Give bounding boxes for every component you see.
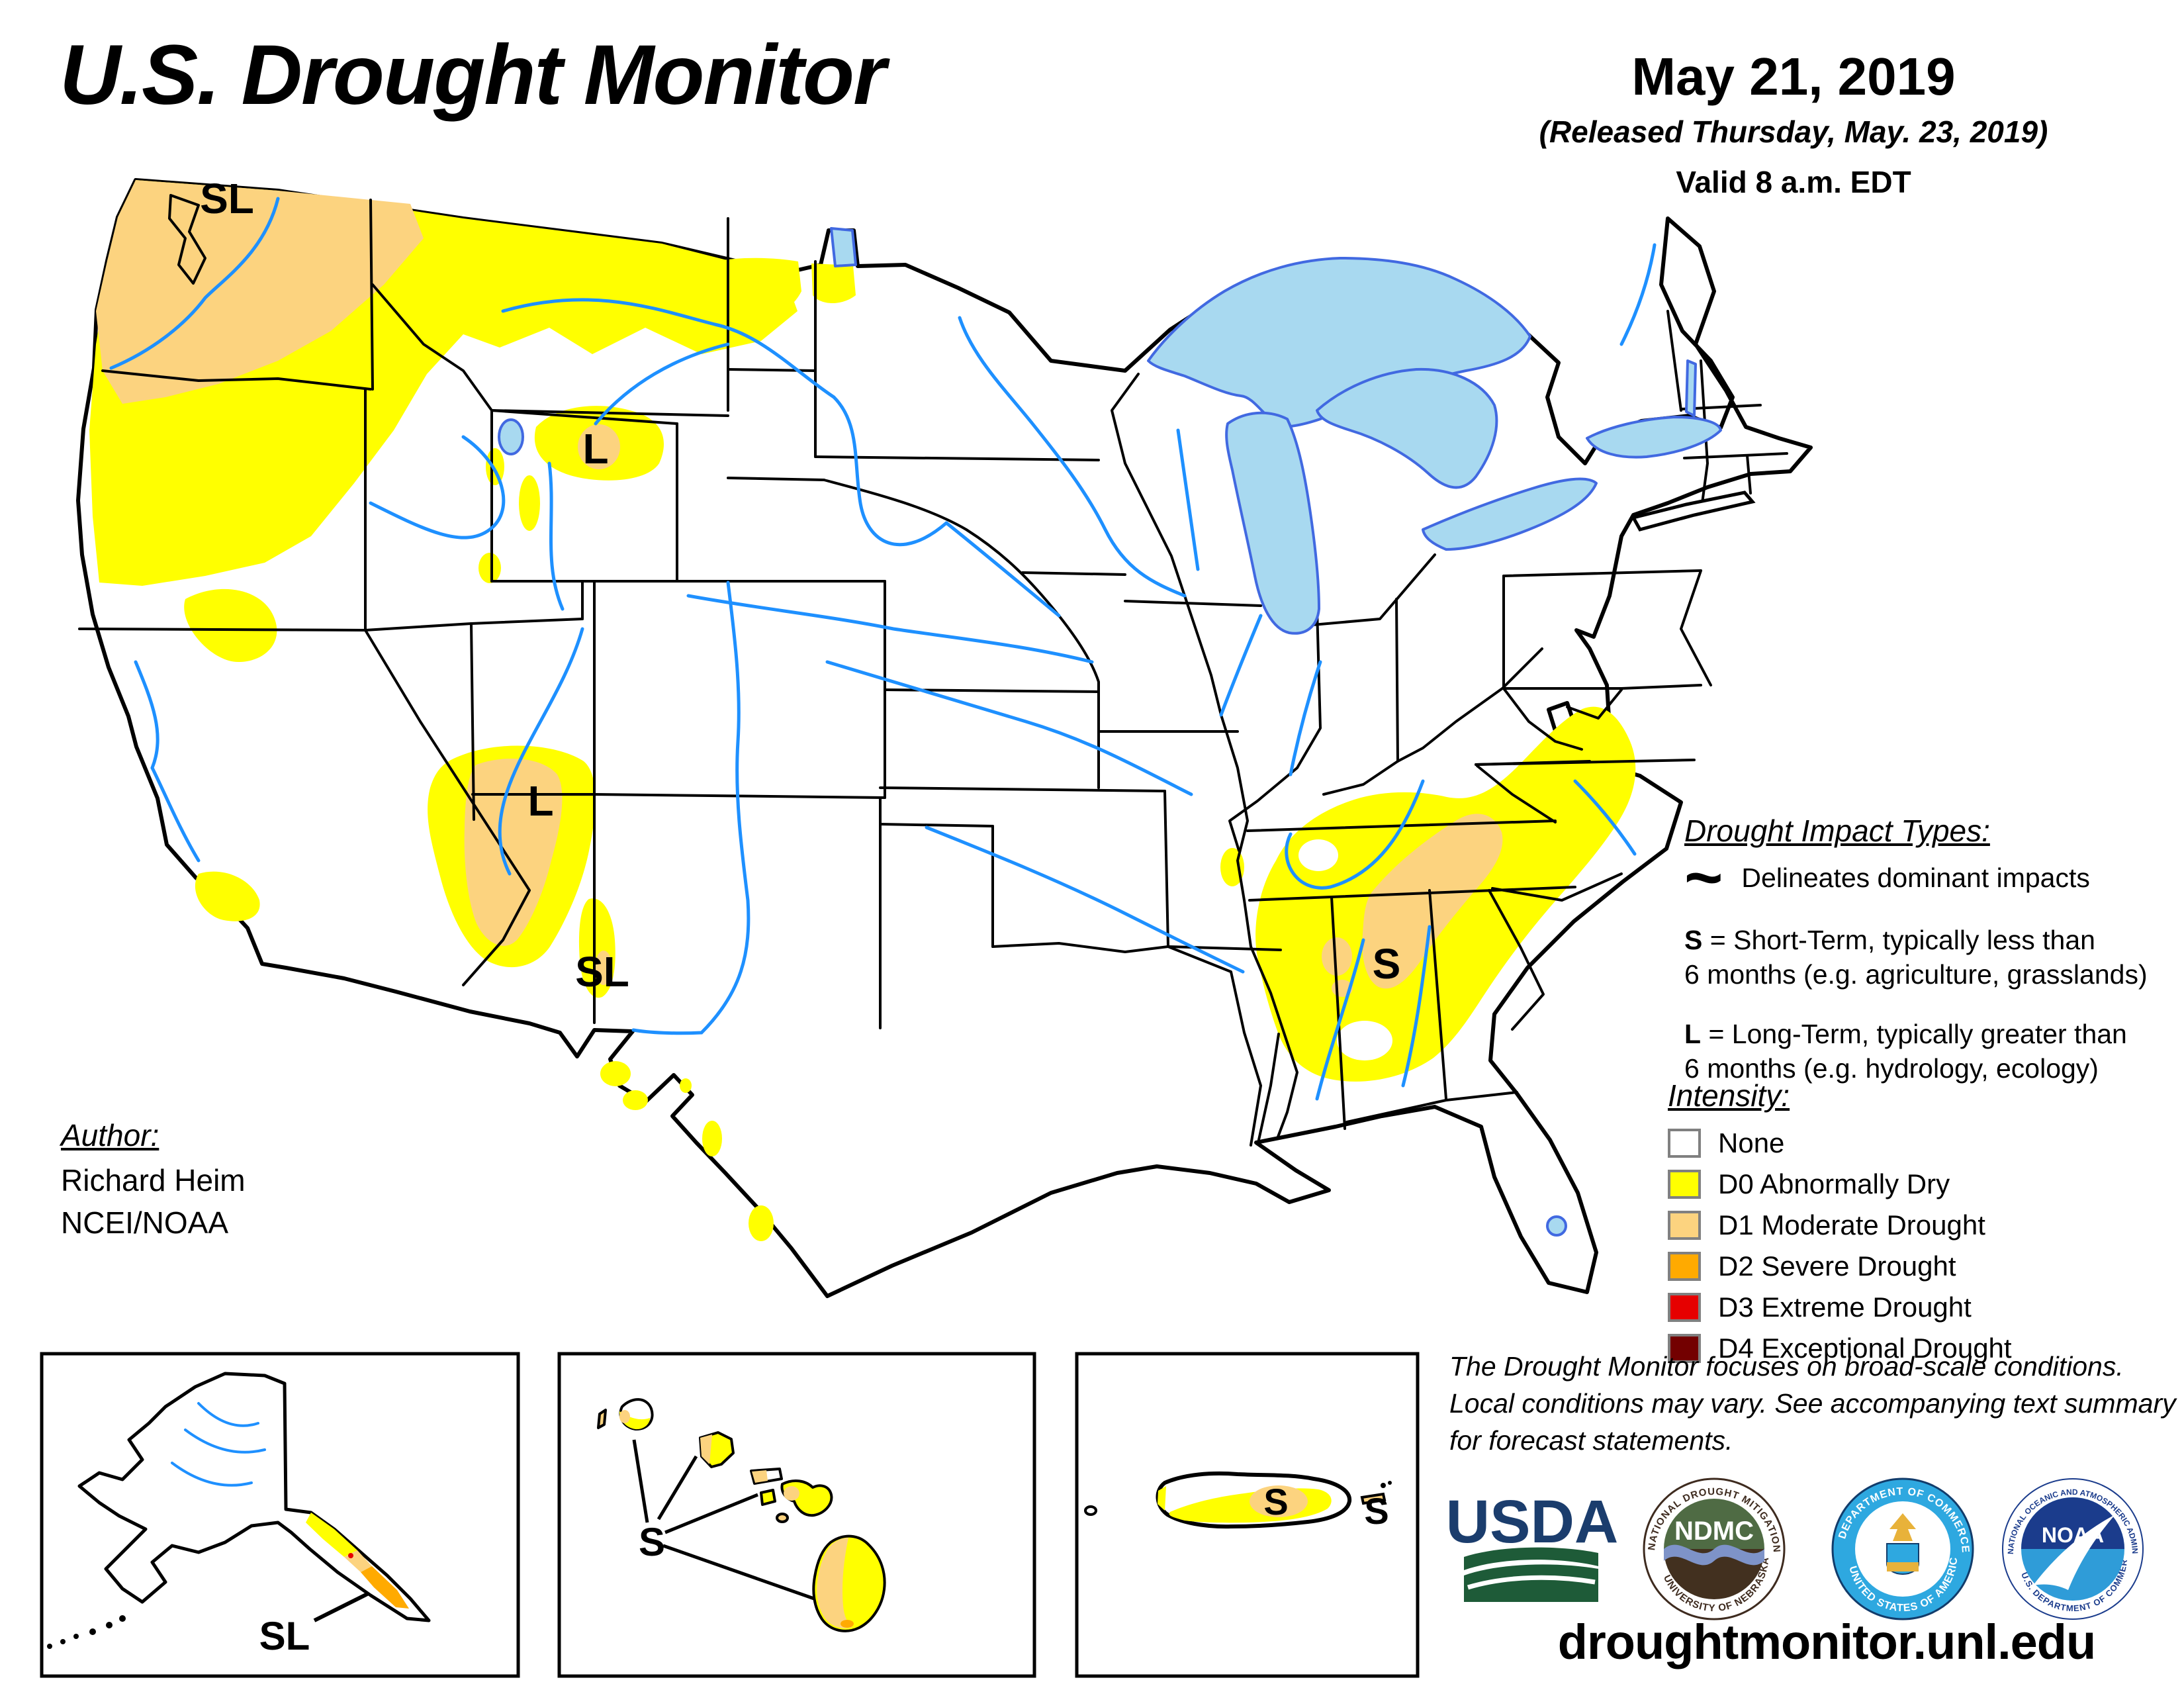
state-borders	[78, 194, 1788, 1147]
swatch-d4	[1668, 1334, 1701, 1363]
lake-champlain	[1685, 359, 1697, 417]
intensity-row-none: None	[1668, 1127, 2171, 1160]
intensity-row-d4: D4 Exceptional Drought	[1668, 1332, 2171, 1365]
tilde-symbol-icon: ~	[1684, 841, 1723, 915]
swatch-d1	[1668, 1211, 1701, 1240]
lake-ontario	[1586, 416, 1722, 459]
kauai-d1	[619, 1410, 630, 1423]
delineates-text: Delineates dominant impacts	[1741, 862, 2090, 893]
impact-label-southeast: S	[1373, 940, 1401, 988]
maui-d1	[784, 1486, 799, 1501]
alaska-d0	[306, 1513, 357, 1557]
impact-label-wyoming: L	[582, 425, 608, 473]
intensity-legend: Intensity: None D0 Abnormally Dry D1 Mod…	[1668, 1078, 2171, 1373]
drought-d1-areas	[96, 180, 1503, 997]
vieques-island	[1360, 1492, 1387, 1505]
intensity-row-d1: D1 Moderate Drought	[1668, 1209, 2171, 1242]
puerto-rico-inset: S S	[1075, 1352, 1420, 1678]
intensity-row-d2: D2 Severe Drought	[1668, 1250, 2171, 1283]
rivers	[109, 197, 1657, 1101]
puerto-rico-d1	[1250, 1485, 1308, 1517]
impact-label-puerto-rico-east: S	[1364, 1490, 1388, 1532]
release-date: (Released Thursday, May. 23, 2019)	[1539, 115, 2048, 149]
lake-of-the-woods	[830, 227, 857, 267]
author-heading: Author:	[61, 1118, 159, 1152]
impact-label-puerto-rico: S	[1263, 1481, 1288, 1523]
intensity-heading: Intensity:	[1668, 1078, 1790, 1113]
long-island	[1631, 491, 1756, 532]
impact-label-alaska: SL	[259, 1614, 310, 1658]
short-term-definition: S = Short-Term, typically less than 6 mo…	[1684, 925, 2148, 990]
long-term-definition: L = Long-Term, typically greater than 6 …	[1684, 1019, 2127, 1084]
intensity-row-d3: D3 Extreme Drought	[1668, 1291, 2171, 1324]
swatch-d2	[1668, 1252, 1701, 1281]
author-name: Richard Heim	[61, 1163, 246, 1197]
kahoolawe	[776, 1513, 789, 1523]
author-block: Author: Richard Heim NCEI/NOAA	[61, 1117, 246, 1241]
lake-superior	[1147, 257, 1531, 428]
great-lakes	[498, 227, 1722, 1237]
mona-island	[1084, 1505, 1097, 1516]
author-org: NCEI/NOAA	[61, 1205, 229, 1240]
oahu-d1	[700, 1434, 712, 1464]
noaa-bird	[2033, 1515, 2115, 1590]
impact-label-hawaii: S	[639, 1520, 665, 1564]
doc-eagle	[1889, 1513, 1916, 1541]
hawaii-inset: S	[557, 1352, 1036, 1678]
conus-impact-labels: SL L L SL S	[200, 175, 1400, 996]
page-title: U.S. Drought Monitor	[60, 28, 886, 122]
map-date: May 21, 2019	[1631, 47, 1956, 106]
swatch-none	[1668, 1129, 1701, 1158]
lake-erie	[1422, 477, 1598, 551]
website-url: droughtmonitor.unl.edu	[1557, 1615, 2096, 1669]
alaska-inset: SL	[40, 1352, 520, 1678]
impact-legend-heading: Drought Impact Types:	[1684, 814, 1990, 848]
usda-logo: USDA	[1446, 1488, 1619, 1602]
culebra-island-2	[1388, 1481, 1392, 1485]
lake-huron	[1316, 367, 1498, 489]
lanai	[760, 1489, 776, 1506]
swatch-d0	[1668, 1170, 1701, 1199]
lake-michigan	[1225, 411, 1320, 635]
drought-white-gaps	[1298, 839, 1392, 1060]
alaska-d2	[361, 1566, 409, 1609]
puerto-rico-d0-west	[1158, 1486, 1166, 1511]
big-island-d2	[841, 1620, 854, 1628]
svg-text:NDMC: NDMC	[1674, 1517, 1754, 1546]
impact-types-legend: Drought Impact Types: ~ Delineates domin…	[1684, 813, 2174, 1086]
svg-text:USDA: USDA	[1446, 1488, 1619, 1556]
date-block: May 21, 2019 (Released Thursday, May. 23…	[1509, 46, 2078, 200]
hawaii-pointer-lines	[632, 1439, 815, 1601]
alaska-d3-dot	[348, 1553, 353, 1558]
swatch-d3	[1668, 1293, 1701, 1322]
intensity-row-d0: D0 Abnormally Dry	[1668, 1168, 2171, 1201]
alaska-pointer-line	[313, 1592, 369, 1622]
niihau	[597, 1409, 607, 1429]
big-island-d1	[817, 1538, 852, 1628]
valid-time: Valid 8 a.m. EDT	[1676, 165, 1911, 199]
molokai-d1	[752, 1470, 768, 1483]
impact-label-washington: SL	[200, 175, 254, 222]
impact-label-new-mexico: SL	[575, 948, 629, 996]
alaska-rivers	[171, 1402, 266, 1487]
impact-label-four-corners: L	[527, 777, 553, 825]
culebra-island	[1381, 1483, 1386, 1488]
great-salt-lake	[498, 418, 524, 455]
disclaimer-text: The Drought Monitor focuses on broad-sca…	[1449, 1351, 2176, 1456]
lake-okeechobee	[1546, 1215, 1567, 1237]
aleutian-islands	[47, 1615, 126, 1649]
svg-text:NOAA: NOAA	[2042, 1523, 2104, 1547]
